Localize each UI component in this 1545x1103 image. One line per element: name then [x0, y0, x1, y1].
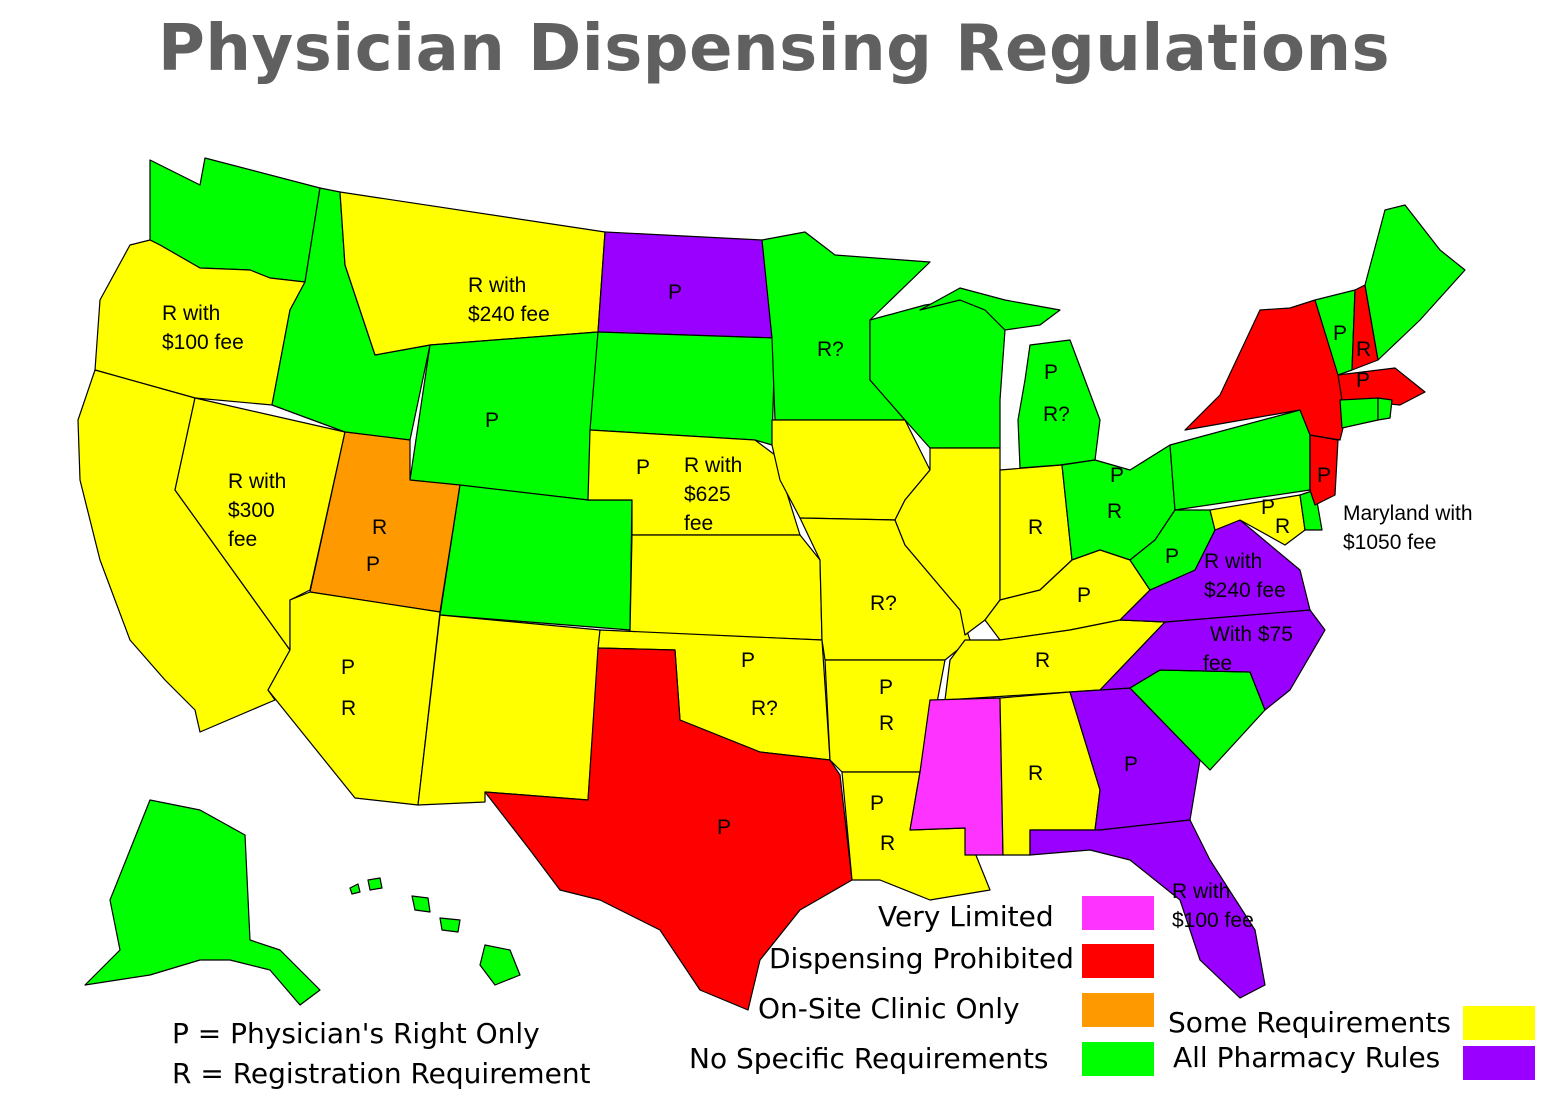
- state-texas[interactable]: [484, 647, 853, 1011]
- label-montana-2: $240 fee: [468, 303, 550, 326]
- label-nevada-2: $300: [228, 499, 275, 522]
- label-north-dakota: P: [668, 281, 682, 304]
- label-arizona-2: R: [341, 697, 356, 720]
- label-tennessee: R: [1035, 649, 1050, 672]
- label-virginia-1: R with: [1204, 550, 1262, 573]
- label-maryland-note-1: Maryland with: [1343, 502, 1473, 525]
- legend-onsite-label: On-Site Clinic Only: [758, 992, 1020, 1025]
- state-south-dakota[interactable]: [589, 331, 776, 446]
- state-new-mexico[interactable]: [417, 614, 601, 806]
- label-nebraska-2: $625: [684, 483, 731, 506]
- legend-very-limited-label: Very Limited: [878, 900, 1054, 933]
- label-nevada-1: R with: [228, 470, 286, 493]
- legend-none-swatch: [1082, 1042, 1154, 1076]
- label-florida-2: $100 fee: [1172, 909, 1254, 932]
- key-registration: R = Registration Requirement: [172, 1057, 591, 1090]
- legend-pharmacy-swatch: [1463, 1046, 1535, 1080]
- legend-some-swatch: [1463, 1006, 1535, 1040]
- state-florida[interactable]: [1029, 819, 1266, 999]
- label-arkansas-1: P: [879, 676, 893, 699]
- label-oklahoma-1: P: [741, 649, 755, 672]
- label-oregon-2: $100 fee: [162, 331, 244, 354]
- state-colorado[interactable]: [439, 484, 633, 631]
- label-north-carolina-1: With $75: [1210, 623, 1293, 646]
- label-new-jersey: P: [1317, 464, 1331, 487]
- label-michigan-2: R?: [1043, 403, 1070, 426]
- map-title: Physician Dispensing Regulations: [158, 12, 1391, 86]
- key-physician-right: P = Physician's Right Only: [172, 1017, 540, 1050]
- label-oklahoma-2: R?: [751, 697, 778, 720]
- label-georgia: P: [1124, 753, 1138, 776]
- label-minnesota: R?: [817, 338, 844, 361]
- label-louisiana-1: P: [870, 792, 884, 815]
- label-new-hampshire-2: P: [1356, 369, 1370, 392]
- label-oregon-1: R with: [162, 302, 220, 325]
- label-ohio-1: P: [1110, 464, 1124, 487]
- label-nebraska-p: P: [636, 456, 650, 479]
- label-missouri: R?: [870, 592, 897, 615]
- label-vermont: P: [1333, 322, 1347, 345]
- label-delaware: P: [1261, 496, 1275, 519]
- label-north-carolina-2: fee: [1203, 652, 1232, 675]
- label-maryland: R: [1275, 515, 1290, 538]
- legend-prohibited-swatch: [1082, 944, 1154, 978]
- state-michigan-upper[interactable]: [919, 287, 1061, 331]
- label-virginia-2: $240 fee: [1204, 579, 1286, 602]
- legend-pharmacy-label: All Pharmacy Rules: [1173, 1041, 1441, 1074]
- label-nevada-3: fee: [228, 528, 257, 551]
- label-montana-1: R with: [468, 274, 526, 297]
- label-maryland-note-2: $1050 fee: [1343, 531, 1436, 554]
- state-wyoming[interactable]: [409, 331, 599, 501]
- state-maine[interactable]: [1364, 204, 1466, 361]
- label-louisiana-2: R: [880, 832, 895, 855]
- legend-onsite-swatch: [1082, 993, 1154, 1027]
- label-florida-1: R with: [1172, 880, 1230, 903]
- state-massachusetts[interactable]: [1337, 367, 1426, 406]
- state-hawaii[interactable]: [349, 877, 521, 986]
- state-alaska[interactable]: [84, 799, 321, 1006]
- label-arizona-1: P: [341, 656, 355, 679]
- legend-some-label: Some Requirements: [1168, 1006, 1451, 1039]
- label-nebraska-3: fee: [684, 512, 713, 535]
- label-indiana: R: [1028, 516, 1043, 539]
- label-kentucky: P: [1077, 584, 1091, 607]
- label-ohio-2: R: [1107, 500, 1122, 523]
- label-west-virginia: P: [1165, 545, 1179, 568]
- legend-prohibited-label: Dispensing Prohibited: [769, 942, 1074, 975]
- label-texas: P: [717, 816, 731, 839]
- legend-very-limited-swatch: [1082, 896, 1154, 930]
- label-utah-2: P: [366, 553, 380, 576]
- label-arkansas-2: R: [879, 712, 894, 735]
- label-utah-1: R: [372, 516, 387, 539]
- label-wyoming: P: [485, 409, 499, 432]
- label-michigan-1: P: [1044, 361, 1058, 384]
- state-north-dakota[interactable]: [597, 231, 776, 339]
- label-nebraska-1: R with: [684, 454, 742, 477]
- label-new-hampshire-1: R: [1356, 338, 1371, 361]
- state-connecticut[interactable]: [1339, 397, 1379, 429]
- state-rhode-island[interactable]: [1377, 397, 1393, 421]
- label-alabama: R: [1028, 762, 1043, 785]
- legend-none-label: No Specific Requirements: [689, 1042, 1049, 1075]
- state-kansas[interactable]: [629, 534, 823, 641]
